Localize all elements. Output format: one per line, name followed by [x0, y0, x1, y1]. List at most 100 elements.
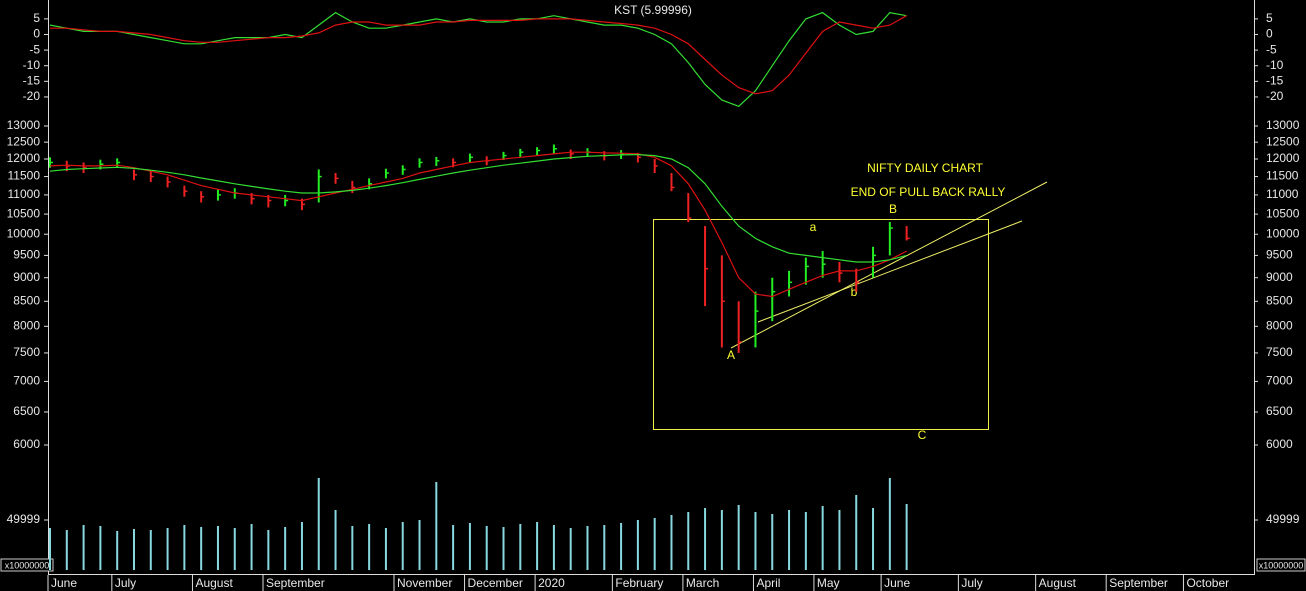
- x-tick-label: 2020: [538, 576, 565, 590]
- x-tick-label: June: [51, 576, 77, 590]
- volume-bar: [250, 524, 253, 570]
- annotation: END OF PULL BACK RALLY: [851, 185, 1006, 199]
- volume-bar: [536, 522, 539, 570]
- volume-bar: [552, 525, 555, 570]
- volume-bar: [99, 526, 102, 570]
- y-tick-label: 7500: [13, 345, 40, 359]
- volume-bar: [166, 528, 169, 570]
- series-line: [49, 153, 907, 263]
- y-tick-label: -5: [29, 42, 40, 56]
- x-tick-label: March: [686, 576, 719, 590]
- y-tick-label: 49999: [1266, 512, 1300, 526]
- y-tick-label: 10500: [1266, 206, 1300, 220]
- y-tick-label: 8500: [1266, 293, 1293, 307]
- volume-bar: [317, 478, 320, 570]
- y-tick-label: 49999: [7, 512, 41, 526]
- volume-bar: [670, 515, 673, 570]
- volume-bar: [603, 525, 606, 570]
- y-tick-label: 10000: [7, 226, 41, 240]
- volume-bar: [284, 527, 287, 570]
- volume-bar: [653, 518, 656, 570]
- y-tick-label: 9500: [1266, 248, 1293, 262]
- volume-bar: [384, 528, 387, 570]
- volume-bar: [82, 525, 85, 570]
- wave-label: B: [889, 202, 897, 216]
- volume-bar: [519, 524, 522, 570]
- y-tick-label: 13000: [1266, 118, 1300, 132]
- volume-bar: [368, 524, 371, 570]
- y-tick-label: 8000: [1266, 318, 1293, 332]
- volume-bar: [620, 523, 623, 570]
- volume-bar: [586, 526, 589, 570]
- x-tick-label: June: [884, 576, 910, 590]
- y-tick-label: 6000: [13, 437, 40, 451]
- y-tick-label: -20: [1266, 89, 1284, 103]
- y-tick-label: 11500: [8, 169, 41, 183]
- y-tick-label: 7500: [1266, 345, 1293, 359]
- y-tick-label: 10500: [7, 206, 41, 220]
- y-tick-label: 13000: [7, 118, 41, 132]
- volume-bar: [804, 512, 807, 570]
- volume-bar: [754, 512, 757, 570]
- volume-bar: [720, 510, 723, 570]
- y-tick-label: 12500: [7, 134, 41, 148]
- wave-label: a: [810, 220, 817, 234]
- unit-box: [1256, 558, 1306, 572]
- volume-bar: [116, 531, 119, 570]
- y-tick-label: 9000: [13, 270, 40, 284]
- volume-bar: [838, 510, 841, 570]
- volume-bar: [636, 520, 639, 570]
- volume-bar: [872, 508, 875, 570]
- x-tick-label: February: [615, 576, 663, 590]
- volume-bar: [65, 530, 68, 570]
- y-tick-label: 6500: [1266, 404, 1293, 418]
- volume-bar: [183, 525, 186, 570]
- y-tick-label: 12000: [7, 151, 41, 165]
- x-tick-label: November: [397, 576, 452, 590]
- y-tick-label: 5: [33, 11, 40, 25]
- y-tick-label: -5: [1266, 42, 1277, 56]
- volume-bar: [569, 528, 572, 570]
- y-tick-label: 9000: [1266, 270, 1293, 284]
- y-tick-label: 12500: [1266, 134, 1300, 148]
- y-tick-label: 7000: [1266, 374, 1293, 388]
- y-tick-label: 11000: [1266, 187, 1299, 201]
- volume-bar: [468, 523, 471, 570]
- volume-bar: [233, 528, 236, 570]
- y-tick-label: 11500: [1266, 169, 1299, 183]
- volume-bar: [704, 508, 707, 570]
- wave-label: b: [851, 285, 858, 299]
- volume-bar: [452, 525, 455, 570]
- trendline: [730, 181, 1048, 349]
- volume-bar: [200, 527, 203, 570]
- y-tick-label: 9500: [13, 248, 40, 262]
- series-line: [50, 15, 907, 95]
- x-tick-label: September: [266, 576, 325, 590]
- volume-bar: [401, 522, 404, 570]
- box: [653, 219, 989, 430]
- x-tick-label: October: [1186, 576, 1229, 590]
- volume-bar: [821, 506, 824, 570]
- y-tick-label: 6500: [13, 404, 40, 418]
- volume-bar: [855, 495, 858, 570]
- volume-bar: [888, 478, 891, 570]
- volume-bar: [788, 510, 791, 570]
- volume-bar: [502, 527, 505, 570]
- volume-bar: [737, 505, 740, 570]
- volume-bar: [905, 504, 908, 570]
- unit-label: x10000000: [5, 560, 50, 570]
- y-tick-label: -15: [1266, 73, 1284, 87]
- annotation: NIFTY DAILY CHART: [867, 161, 983, 175]
- volume-bar: [687, 512, 690, 570]
- y-tick-label: 10000: [1266, 226, 1300, 240]
- y-tick-label: 5: [1266, 11, 1273, 25]
- volume-bar: [351, 526, 354, 570]
- y-tick-label: 12000: [1266, 151, 1300, 165]
- x-tick-label: August: [1039, 576, 1077, 590]
- y-tick-label: 7000: [13, 374, 40, 388]
- y-tick-label: 8500: [13, 293, 40, 307]
- x-tick-label: May: [817, 576, 840, 590]
- wave-label: A: [727, 348, 735, 362]
- x-tick-label: September: [1109, 576, 1168, 590]
